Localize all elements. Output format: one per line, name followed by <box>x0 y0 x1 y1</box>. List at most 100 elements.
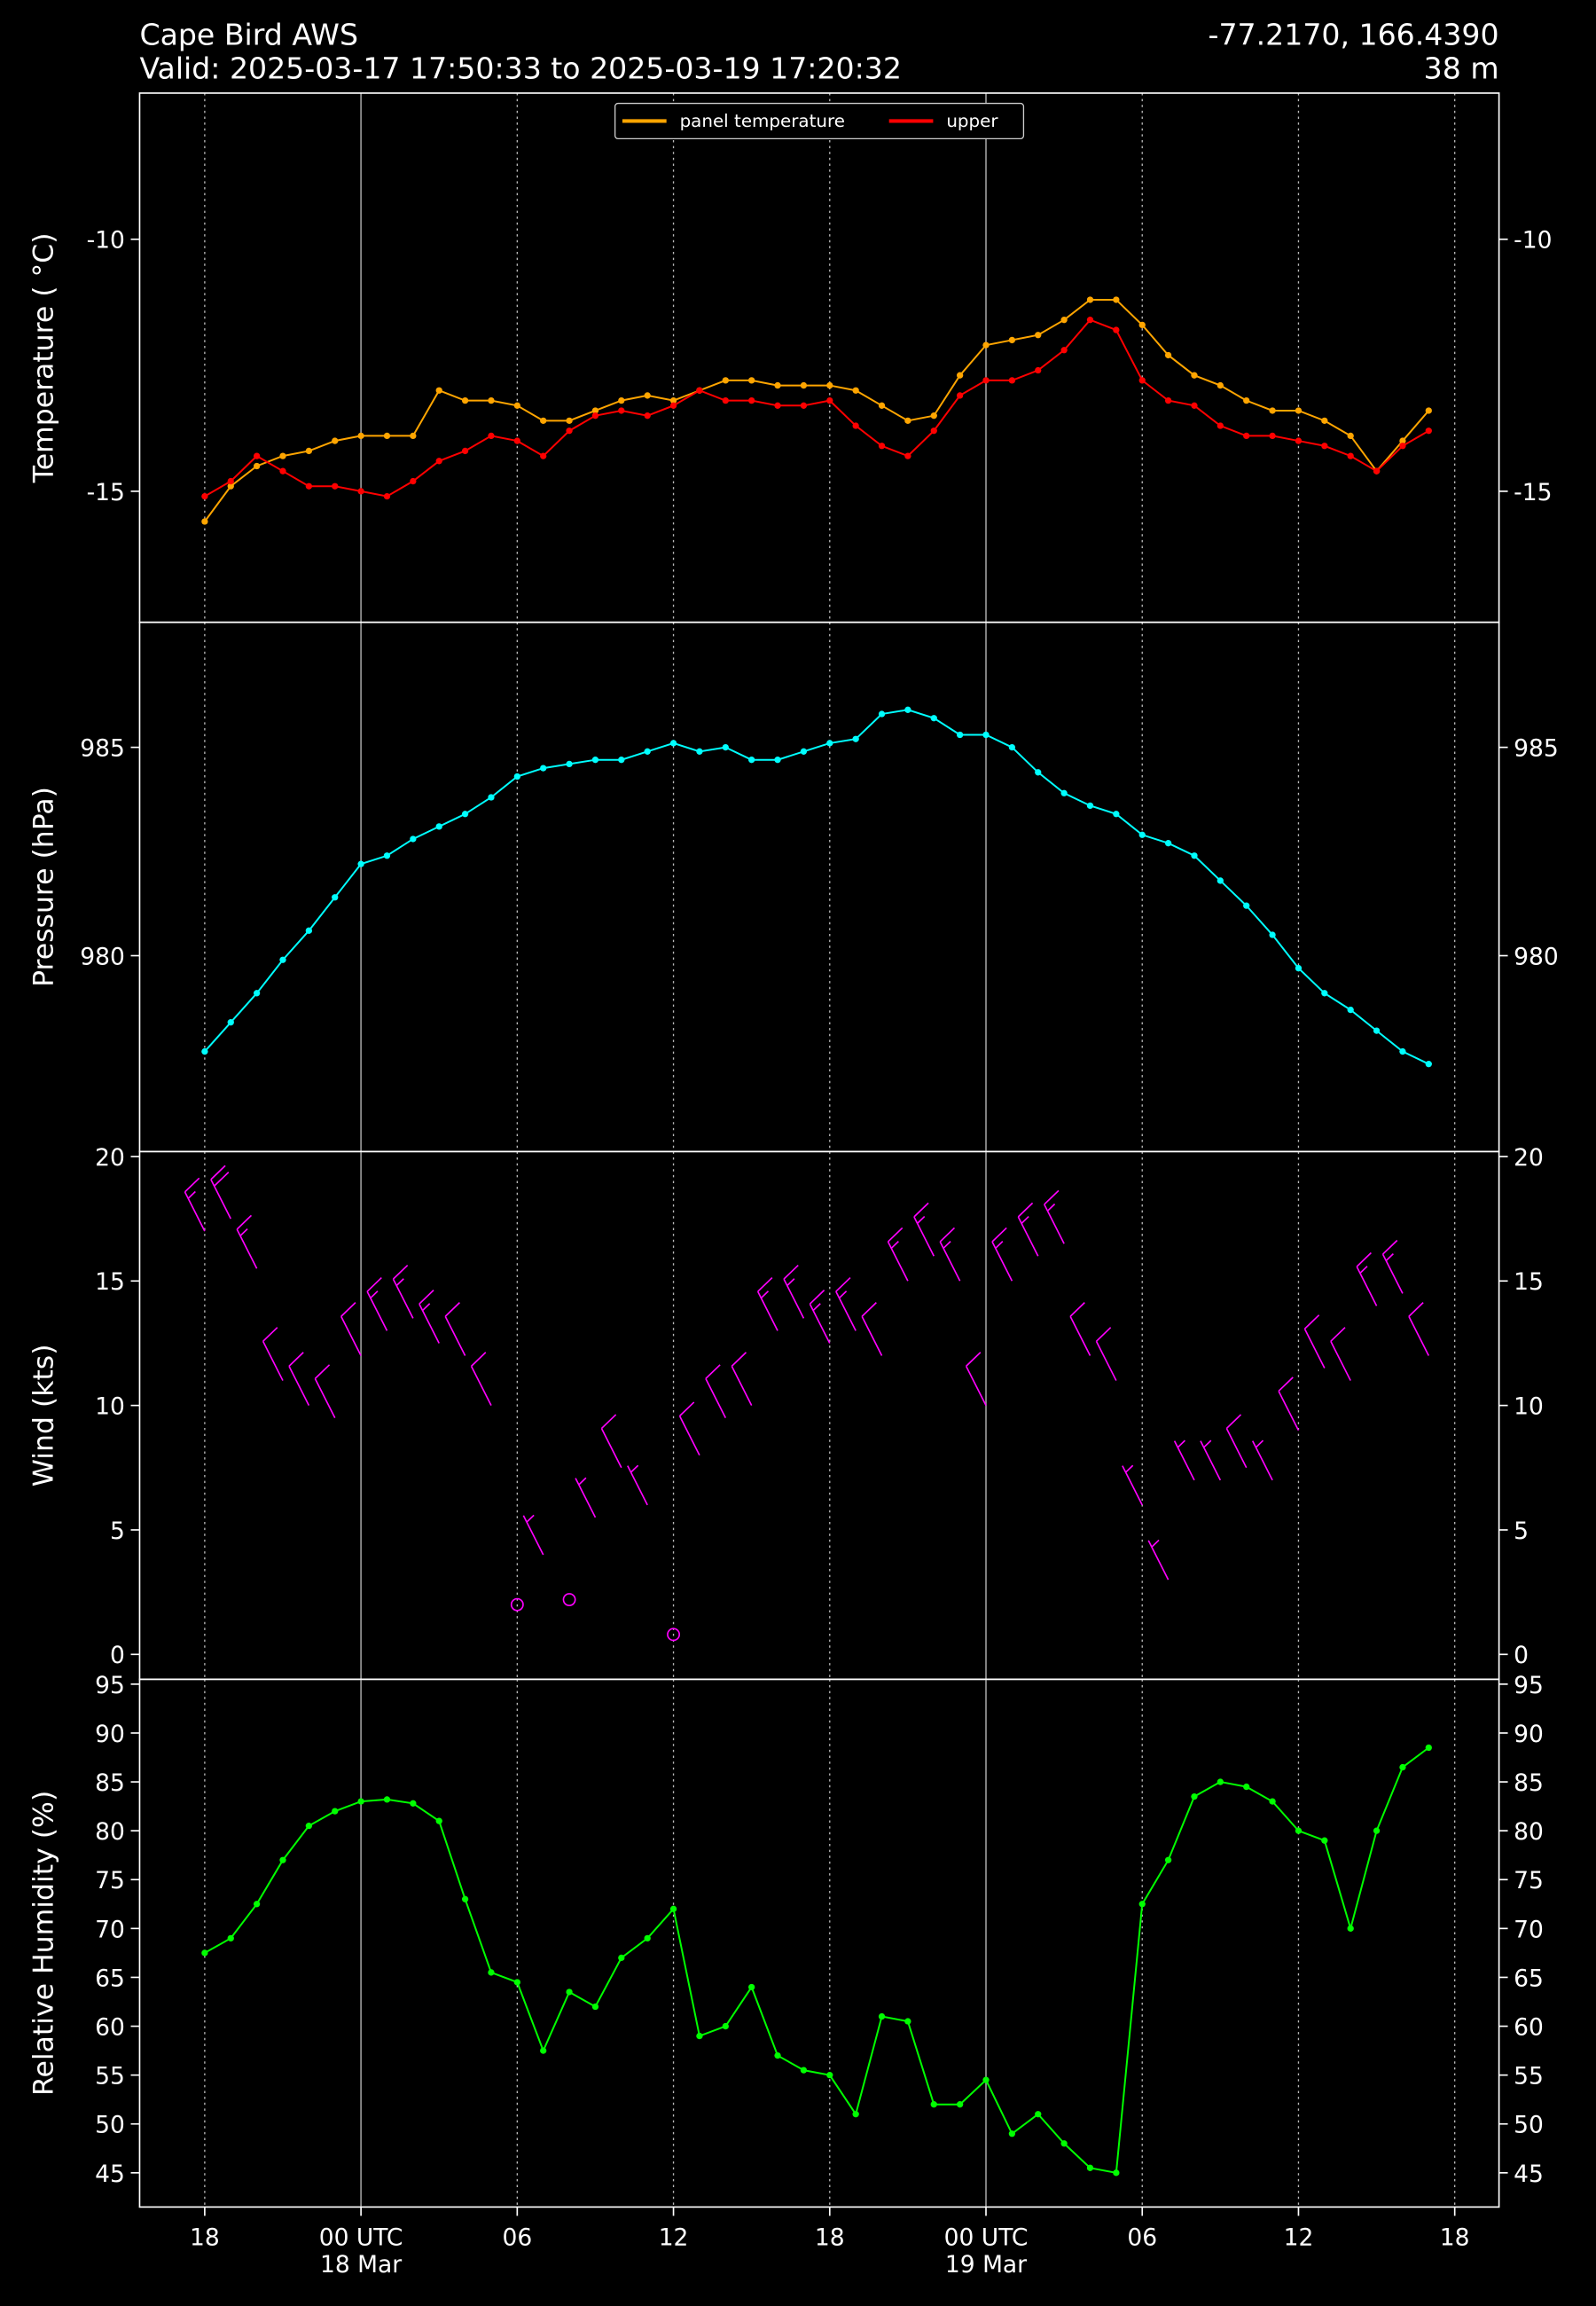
x-tick-label: 18 <box>815 2224 845 2251</box>
data-point <box>904 706 911 713</box>
plot-frame <box>138 1678 1500 2208</box>
data-point <box>800 381 808 389</box>
calm-marker <box>562 1593 576 1607</box>
data-point <box>774 2051 781 2059</box>
y-tick-label: 10 <box>95 1393 125 1421</box>
data-point <box>1086 296 1094 303</box>
data-point <box>1113 2169 1120 2177</box>
y-tick-label: 15 <box>1514 1268 1544 1296</box>
data-point <box>748 1983 755 1991</box>
data-point <box>1060 347 1068 354</box>
x-tick-label: 06 <box>502 2224 532 2251</box>
data-point <box>1243 902 1250 909</box>
data-point <box>279 1856 286 1863</box>
y-tick-label: 45 <box>95 2161 125 2188</box>
data-point <box>826 396 833 404</box>
x-tick-label: 00 UTC 18 Mar <box>319 2224 403 2278</box>
calm-marker <box>510 1597 524 1612</box>
data-point <box>1113 326 1120 333</box>
data-point <box>904 2018 911 2025</box>
data-point <box>540 417 547 424</box>
data-point <box>1347 1006 1354 1014</box>
data-point <box>722 743 729 751</box>
series-line <box>204 298 1430 522</box>
data-point <box>410 1800 417 1807</box>
data-point <box>1217 1778 1224 1785</box>
x-tick-label: 00 UTC 19 Mar <box>944 2224 1029 2278</box>
y-tick-label: -15 <box>87 479 125 506</box>
wind-barb <box>1330 1327 1351 1381</box>
data-point <box>410 477 417 485</box>
data-point <box>669 740 677 747</box>
y-tick-label: 10 <box>1514 1393 1544 1421</box>
data-point <box>461 447 469 455</box>
data-point <box>540 2047 547 2054</box>
wind-barb <box>1303 1314 1326 1369</box>
chart-title: Cape Bird AWS <box>139 17 358 51</box>
data-point <box>410 835 417 843</box>
legend-box <box>614 102 1025 140</box>
data-point <box>357 1798 364 1805</box>
wind-barb <box>705 1364 727 1419</box>
wind-barb <box>965 1352 987 1407</box>
y-tick-label: -15 <box>1514 479 1552 506</box>
data-point <box>435 1817 442 1824</box>
y-tick-label: -10 <box>87 227 125 255</box>
data-point <box>566 760 573 768</box>
data-point <box>826 381 833 389</box>
data-point <box>878 710 886 718</box>
data-point <box>461 811 469 818</box>
data-point <box>227 477 234 485</box>
data-point <box>956 392 964 399</box>
y-tick-label: 85 <box>95 1769 125 1797</box>
data-point <box>488 396 495 404</box>
wind-barb <box>1251 1439 1273 1481</box>
data-point <box>748 396 755 404</box>
data-point <box>1373 1027 1381 1034</box>
wind-barb <box>731 1352 753 1407</box>
data-point <box>435 387 442 394</box>
data-point <box>956 731 964 739</box>
data-point <box>435 458 442 465</box>
y-tick-label: 75 <box>95 1867 125 1894</box>
data-point <box>201 1047 208 1055</box>
data-point <box>1138 321 1146 329</box>
data-point <box>591 412 599 420</box>
data-point <box>1425 1744 1432 1752</box>
y-tick-label: 50 <box>95 2112 125 2139</box>
legend-label: upper <box>946 111 998 131</box>
location: -77.2170, 166.4390 <box>1209 17 1499 51</box>
legend: panel temperature upper <box>614 102 1025 140</box>
data-point <box>253 452 261 459</box>
data-point <box>1347 432 1354 440</box>
data-point <box>253 990 261 997</box>
data-point <box>774 381 781 389</box>
data-point <box>930 2101 937 2108</box>
data-point <box>1321 990 1328 997</box>
y-tick-label: 985 <box>80 735 125 763</box>
data-point <box>1347 452 1354 459</box>
y-tick-label: 5 <box>110 1518 125 1545</box>
data-point <box>357 860 364 867</box>
data-point <box>800 748 808 755</box>
data-point <box>1191 852 1198 859</box>
data-point <box>1243 1783 1250 1791</box>
data-point <box>852 387 859 394</box>
data-point <box>618 1954 625 1962</box>
data-point <box>227 1019 234 1026</box>
wind-barb <box>1278 1377 1300 1431</box>
wind-barb <box>366 1276 388 1331</box>
data-point <box>1269 931 1276 938</box>
wind-barb <box>991 1227 1013 1282</box>
wind-barb <box>1356 1251 1378 1306</box>
wind-barb <box>522 1514 544 1556</box>
data-point <box>201 1949 208 1957</box>
y-tick-label: 980 <box>1514 943 1559 970</box>
data-point <box>878 2012 886 2020</box>
wind-barb <box>1147 1539 1170 1580</box>
wind-barb <box>1095 1327 1117 1381</box>
data-point <box>904 452 911 459</box>
data-point <box>566 417 573 424</box>
data-point <box>566 427 573 435</box>
